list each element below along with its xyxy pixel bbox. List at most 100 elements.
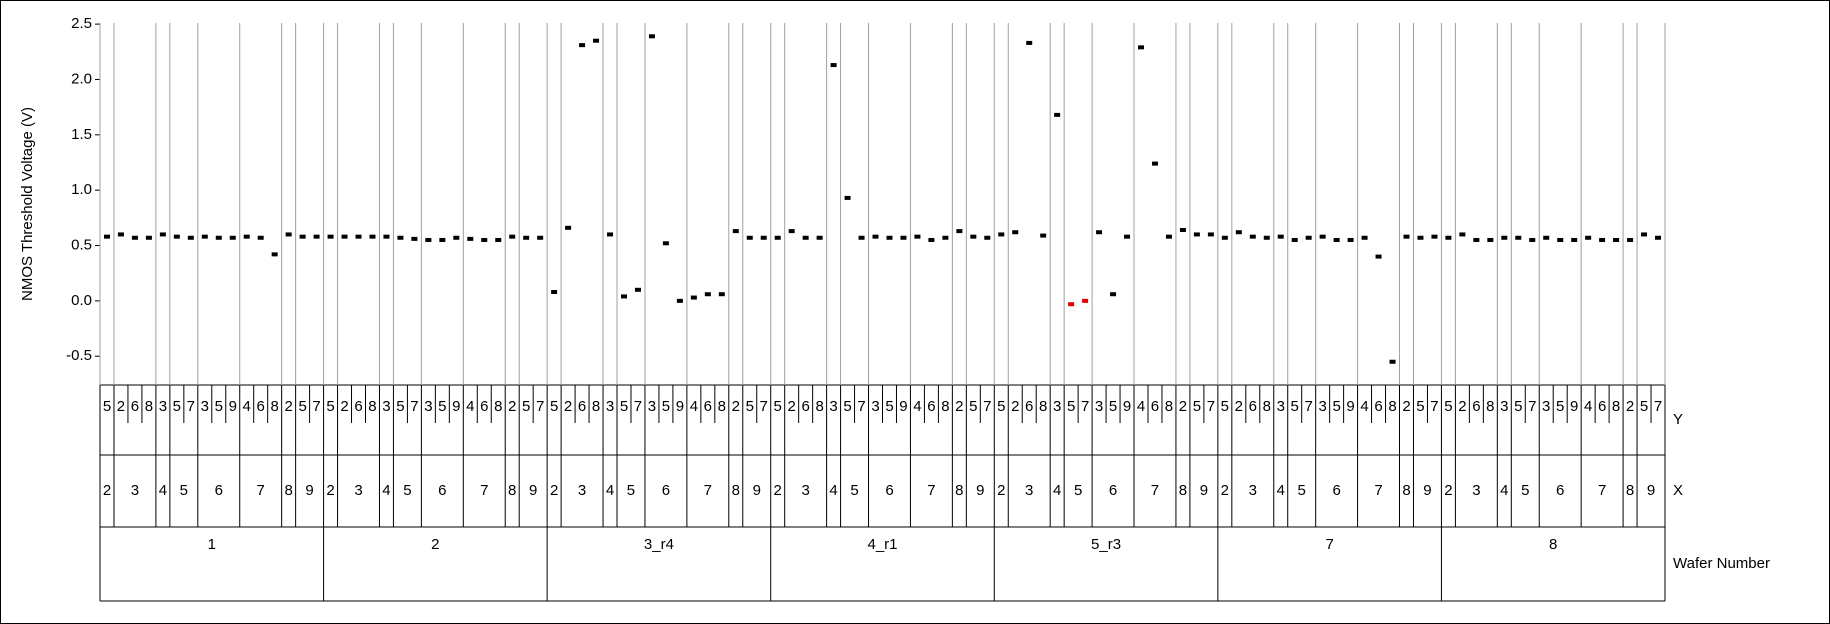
data-point xyxy=(676,298,683,303)
y-level-label: 5 xyxy=(522,398,530,415)
y-level-label: 3 xyxy=(201,398,209,415)
y-axis-label: NMOS Threshold Voltage (V) xyxy=(19,107,36,301)
data-point xyxy=(1655,235,1662,240)
data-point xyxy=(1165,234,1172,239)
data-point xyxy=(1291,237,1298,242)
x-level-label: 3 xyxy=(131,482,139,499)
y-level-label: 3 xyxy=(871,398,879,415)
x-level-label: 8 xyxy=(1402,482,1410,499)
x-level-label: 6 xyxy=(662,482,670,499)
y-level-label: 7 xyxy=(1207,398,1215,415)
y-level-label: 5 xyxy=(396,398,404,415)
x-level-label: 7 xyxy=(480,482,488,499)
data-point xyxy=(1096,230,1103,235)
y-level-label: 3 xyxy=(606,398,614,415)
x-level-label: 2 xyxy=(997,482,1005,499)
data-point xyxy=(425,237,432,242)
x-level-label: 6 xyxy=(215,482,223,499)
y-level-label: 8 xyxy=(815,398,823,415)
data-point xyxy=(830,63,837,68)
x-level-label: 2 xyxy=(103,482,111,499)
data-point xyxy=(928,237,935,242)
data-point xyxy=(718,292,725,297)
data-point xyxy=(1110,292,1117,297)
y-level-label: 3 xyxy=(1542,398,1550,415)
data-point xyxy=(1361,235,1368,240)
data-point xyxy=(257,235,264,240)
y-level-label: 4 xyxy=(913,398,921,415)
x-level-label: 7 xyxy=(1374,482,1382,499)
y-level-label: 5 xyxy=(326,398,334,415)
y-level-label: 6 xyxy=(354,398,362,415)
data-point xyxy=(383,234,390,239)
data-point xyxy=(1641,232,1648,237)
y-tick-label: 1.5 xyxy=(71,126,92,143)
y-level-label: 6 xyxy=(1025,398,1033,415)
y-level-label: 8 xyxy=(494,398,502,415)
y-level-label: 3 xyxy=(1500,398,1508,415)
y-level-label: 2 xyxy=(1458,398,1466,415)
x-level-label: 2 xyxy=(326,482,334,499)
x-level-label: 4 xyxy=(1053,482,1061,499)
data-point xyxy=(1221,235,1228,240)
x-level-label: 8 xyxy=(508,482,516,499)
data-point xyxy=(537,235,544,240)
y-level-label: 8 xyxy=(1486,398,1494,415)
x-level-label: 2 xyxy=(1221,482,1229,499)
data-point xyxy=(1459,232,1466,237)
y-level-label: 3 xyxy=(1053,398,1061,415)
y-level-label: 5 xyxy=(1067,398,1075,415)
x-level-label: 7 xyxy=(927,482,935,499)
y-level-label: 8 xyxy=(592,398,600,415)
data-point xyxy=(1585,235,1592,240)
data-point xyxy=(1347,237,1354,242)
data-point xyxy=(1599,237,1606,242)
x-level-label: 9 xyxy=(305,482,313,499)
y-level-label: 5 xyxy=(103,398,111,415)
data-point xyxy=(173,234,180,239)
data-point xyxy=(1179,228,1186,233)
data-point xyxy=(1207,232,1214,237)
data-point xyxy=(607,232,614,237)
y-level-label: 9 xyxy=(452,398,460,415)
wafer-label: 5_r3 xyxy=(1091,536,1121,553)
y-level-label: 7 xyxy=(760,398,768,415)
y-level-label: 5 xyxy=(1556,398,1564,415)
data-point xyxy=(872,234,879,239)
x-level-label: 8 xyxy=(955,482,963,499)
x-level-label: 3 xyxy=(1025,482,1033,499)
y-level-label: 6 xyxy=(480,398,488,415)
data-point xyxy=(397,235,404,240)
data-point xyxy=(215,235,222,240)
x-level-label: 5 xyxy=(850,482,858,499)
y-tick-label: -0.5 xyxy=(66,347,92,364)
x-level-label: 6 xyxy=(885,482,893,499)
x-level-label: 4 xyxy=(159,482,167,499)
y-level-label: 3 xyxy=(648,398,656,415)
y-level-label: 6 xyxy=(704,398,712,415)
y-level-label: 7 xyxy=(857,398,865,415)
x-level-label: 4 xyxy=(606,482,614,499)
y-level-label: 3 xyxy=(1095,398,1103,415)
y-level-label: 2 xyxy=(1626,398,1634,415)
data-point xyxy=(103,234,110,239)
y-level-label: 8 xyxy=(1263,398,1271,415)
y-level-label: 5 xyxy=(438,398,446,415)
data-point xyxy=(1054,112,1061,117)
x-level-label: 6 xyxy=(438,482,446,499)
y-level-label: 4 xyxy=(1137,398,1145,415)
y-level-label: 5 xyxy=(1514,398,1522,415)
x-level-label: 5 xyxy=(627,482,635,499)
y-level-label: 5 xyxy=(173,398,181,415)
data-point xyxy=(229,235,236,240)
data-point xyxy=(271,252,278,257)
x-level-label: 9 xyxy=(1423,482,1431,499)
data-point xyxy=(523,235,530,240)
y-level-label: 7 xyxy=(983,398,991,415)
data-point xyxy=(1151,161,1158,166)
wafer-label: 1 xyxy=(208,536,216,553)
y-level-label: 5 xyxy=(997,398,1005,415)
y-tick-label: 2.5 xyxy=(71,15,92,32)
